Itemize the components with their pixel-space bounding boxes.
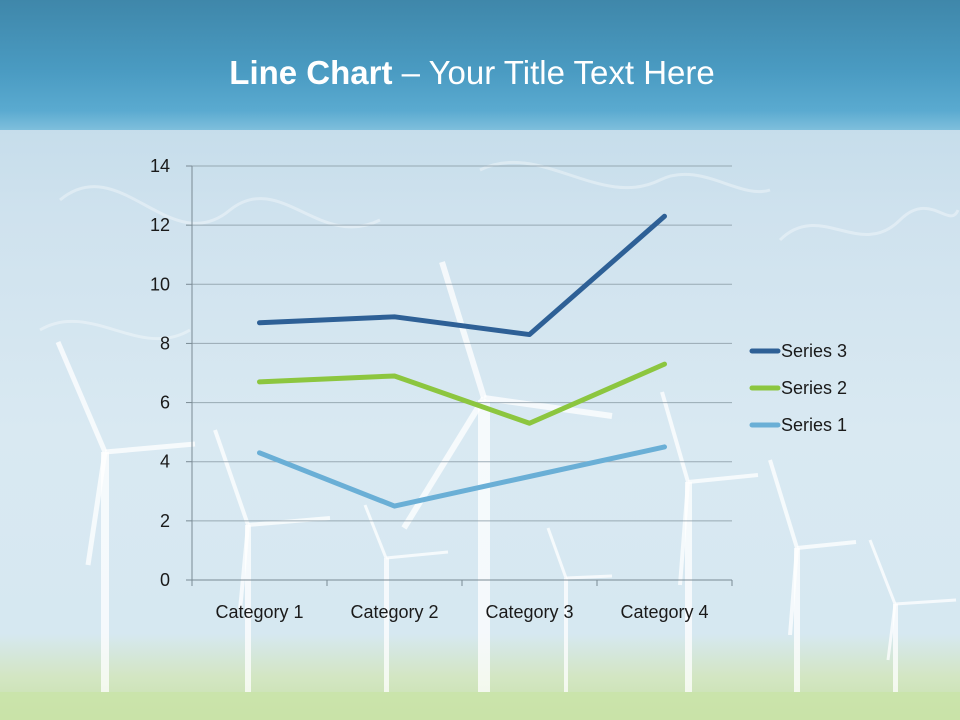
y-tick-label: 12 bbox=[150, 215, 170, 235]
turbine-icon bbox=[660, 391, 759, 692]
turbine-icon bbox=[55, 341, 196, 692]
y-tick-label: 6 bbox=[160, 393, 170, 413]
turbine-icon bbox=[363, 504, 449, 692]
y-tick-label: 8 bbox=[160, 333, 170, 353]
series-line bbox=[257, 444, 667, 509]
x-tick-label: Category 3 bbox=[485, 602, 573, 622]
title-banner bbox=[0, 0, 960, 130]
series-line bbox=[257, 213, 667, 338]
y-tick-label: 4 bbox=[160, 452, 170, 472]
y-tick-label: 0 bbox=[160, 570, 170, 590]
y-tick-label: 10 bbox=[150, 274, 170, 294]
x-tick-label: Category 1 bbox=[215, 602, 303, 622]
y-tick-label: 2 bbox=[160, 511, 170, 531]
legend-entry: Series 2 bbox=[781, 378, 847, 398]
turbine-icon bbox=[401, 261, 613, 692]
series-line bbox=[257, 361, 667, 426]
turbine-icon bbox=[868, 539, 957, 692]
turbine-icon bbox=[546, 527, 613, 692]
slide-title-bold: Line Chart bbox=[229, 54, 393, 91]
x-tick-label: Category 4 bbox=[620, 602, 708, 622]
slide-title-rest: – Your Title Text Here bbox=[392, 54, 715, 91]
legend-entry: Series 3 bbox=[781, 341, 847, 361]
turbine-icon bbox=[768, 459, 857, 692]
x-tick-label: Category 2 bbox=[350, 602, 438, 622]
turbine-icon bbox=[213, 429, 331, 692]
legend-entry: Series 1 bbox=[781, 415, 847, 435]
slide-title: Line Chart – Your Title Text Here bbox=[0, 54, 944, 92]
y-tick-label: 14 bbox=[150, 156, 170, 176]
